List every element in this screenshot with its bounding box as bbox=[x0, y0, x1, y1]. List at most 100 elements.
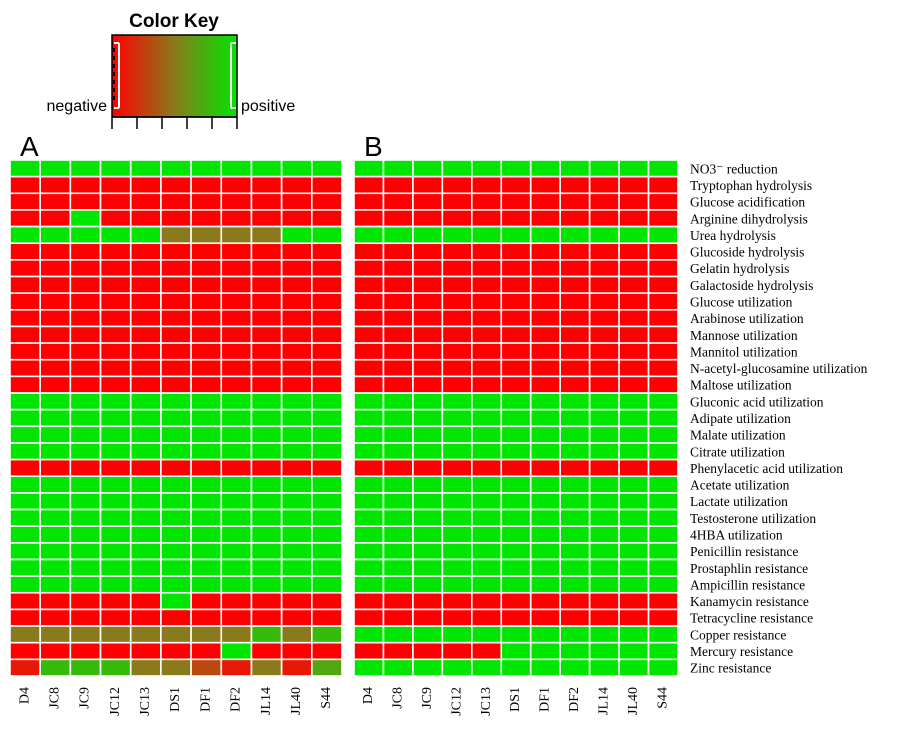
heatmap-b-cell bbox=[588, 225, 620, 245]
heatmap-a-cell bbox=[160, 408, 192, 428]
heatmap-b-cell bbox=[647, 159, 679, 178]
heatmap-a-cell bbox=[39, 375, 72, 394]
heatmap-a-cell bbox=[280, 591, 313, 611]
heatmap-b-cell bbox=[618, 558, 650, 577]
heatmap-a-cell bbox=[99, 641, 132, 661]
heatmap-b-cell bbox=[353, 525, 385, 544]
heatmap-b-cell bbox=[647, 442, 679, 461]
heatmap-a-cell bbox=[280, 492, 313, 511]
heatmap-a-cell bbox=[311, 175, 343, 195]
heatmap-a-cell bbox=[160, 358, 192, 378]
heatmap-b-cell bbox=[500, 542, 532, 561]
heatmap-a-cell bbox=[9, 358, 41, 378]
heatmap-a-cell bbox=[190, 225, 223, 245]
heatmap-a-cell bbox=[160, 492, 192, 511]
heatmap-a-cell bbox=[39, 209, 72, 228]
heatmap-a-cell bbox=[39, 242, 72, 261]
heatmap-a-cell bbox=[39, 425, 72, 444]
heatmap-b-cell bbox=[471, 342, 503, 361]
heatmap-a-cell bbox=[220, 558, 253, 577]
heatmap-b-cell bbox=[588, 542, 620, 561]
heatmap-b-cell bbox=[412, 209, 444, 228]
heatmap-a-cell bbox=[220, 425, 253, 444]
heatmap-a-cell bbox=[220, 658, 253, 677]
color-key-right-bracket bbox=[230, 42, 236, 109]
heatmap-b-cell bbox=[500, 358, 532, 378]
heatmap-a-cell bbox=[9, 225, 41, 245]
panel-b-letter: B bbox=[364, 131, 383, 162]
heatmap-a-cell bbox=[190, 358, 223, 378]
heatmap-a-cell bbox=[160, 292, 192, 311]
heatmap-a-cell bbox=[190, 542, 223, 561]
heatmap-b-cell bbox=[353, 625, 385, 644]
heatmap-a-cell bbox=[39, 591, 72, 611]
heatmap-b-cell bbox=[618, 425, 650, 444]
heatmap-a-cell bbox=[250, 292, 283, 311]
heatmap-b-cell bbox=[471, 175, 503, 195]
column-label-a: JL40 bbox=[289, 687, 304, 715]
heatmap-a-cell bbox=[39, 658, 72, 677]
heatmap-b-cell bbox=[647, 375, 679, 394]
heatmap-a-cell bbox=[250, 625, 283, 644]
heatmap-a-cell bbox=[311, 525, 343, 544]
heatmap-b-cell bbox=[647, 225, 679, 245]
heatmap-b-cell bbox=[382, 591, 414, 611]
heatmap-b-cell bbox=[353, 192, 385, 211]
heatmap-a-cell bbox=[69, 292, 102, 311]
heatmap-b-cell bbox=[382, 658, 414, 677]
heatmap-a-cell bbox=[39, 608, 72, 627]
heatmap-a-cell bbox=[9, 325, 41, 344]
heatmap-b-cell bbox=[588, 309, 620, 328]
heatmap-a-cell bbox=[250, 192, 283, 211]
heatmap-b-cell bbox=[471, 641, 503, 661]
heatmap-b-cell bbox=[647, 508, 679, 527]
heatmap-b-cell bbox=[500, 458, 532, 478]
heatmap-a-cell bbox=[39, 175, 72, 195]
heatmap-b-cell bbox=[529, 608, 561, 627]
heatmap-a-cell bbox=[39, 442, 72, 461]
row-label: Gelatin hydrolysis bbox=[690, 261, 789, 276]
heatmap-a-cell bbox=[99, 242, 132, 261]
heatmap-b-cell bbox=[441, 542, 473, 561]
heatmap-b-cell bbox=[588, 275, 620, 294]
column-label-b: JL14 bbox=[597, 687, 612, 715]
heatmap-a-cell bbox=[99, 209, 132, 228]
heatmap-b-cell bbox=[471, 458, 503, 478]
heatmap-b-cell bbox=[382, 475, 414, 494]
heatmap-b-cell bbox=[618, 658, 650, 677]
heatmap-a-cell bbox=[9, 542, 41, 561]
heatmap-b-cell bbox=[382, 641, 414, 661]
heatmap-a-cell bbox=[9, 575, 41, 594]
row-label: Phenylacetic acid utilization bbox=[690, 461, 843, 476]
heatmap-a-cell bbox=[311, 358, 343, 378]
heatmap-b-cell bbox=[559, 242, 591, 261]
heatmap-b-cell bbox=[412, 525, 444, 544]
heatmap-a-cell bbox=[69, 342, 102, 361]
heatmap-a-cell bbox=[9, 425, 41, 444]
heatmap-b-cell bbox=[588, 358, 620, 378]
heatmap-b-cell bbox=[588, 558, 620, 577]
heatmap-a-cell bbox=[39, 192, 72, 211]
heatmap-a-cell bbox=[250, 259, 283, 278]
row-label: Adipate utilization bbox=[690, 411, 791, 426]
heatmap-a-cell bbox=[9, 458, 41, 478]
heatmap-a-cell bbox=[280, 558, 313, 577]
heatmap-b-cell bbox=[647, 192, 679, 211]
heatmap-b-cell bbox=[441, 392, 473, 411]
heatmap-b-cell bbox=[647, 242, 679, 261]
heatmap-a-cell bbox=[99, 575, 132, 594]
row-label: Gluconic acid utilization bbox=[690, 394, 824, 409]
heatmap-b-cell bbox=[618, 608, 650, 627]
heatmap-b-cell bbox=[647, 608, 679, 627]
heatmap-a-cell bbox=[190, 342, 223, 361]
heatmap-a-cell bbox=[160, 159, 192, 178]
heatmap-a-cell bbox=[311, 442, 343, 461]
heatmap-a-cell bbox=[311, 375, 343, 394]
heatmap-b-cell bbox=[559, 625, 591, 644]
column-label-b: JC13 bbox=[479, 687, 494, 716]
heatmap-b-cell bbox=[441, 342, 473, 361]
heatmap-b-cell bbox=[500, 192, 532, 211]
heatmap-b-cell bbox=[588, 325, 620, 344]
column-labels-b: D4 JC8 JC9 JC12 JC13 DS1 DF1 DF2 JL14 JL40 S44 bbox=[361, 687, 671, 716]
heatmap-b-cell bbox=[647, 492, 679, 511]
